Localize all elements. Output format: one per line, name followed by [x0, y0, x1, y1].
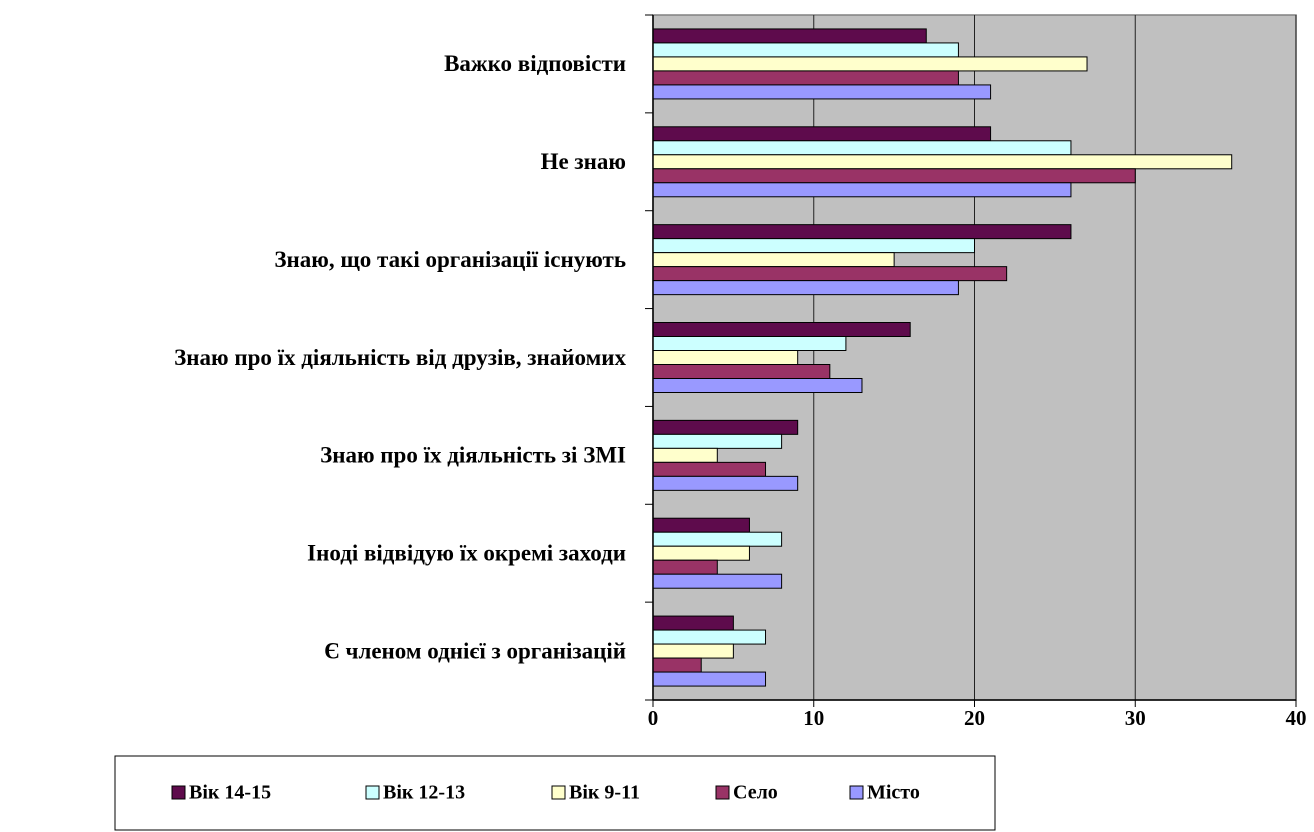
- bar: [652, 378, 863, 393]
- bar: [652, 224, 1072, 240]
- bar: [652, 336, 847, 351]
- bar: [652, 573, 783, 589]
- bar: [652, 84, 992, 100]
- legend-label: Вік 9-11: [569, 782, 640, 804]
- bar: [652, 671, 767, 687]
- bar: [652, 629, 767, 645]
- x-tick-label: 40: [1286, 706, 1307, 730]
- legend-swatch: [171, 785, 186, 800]
- bar: [652, 517, 750, 533]
- bar: [652, 643, 734, 659]
- category-label: Знаю про їх діяльність зі ЗМІ: [320, 443, 626, 468]
- bar: [652, 168, 1136, 184]
- legend-swatch: [849, 785, 864, 800]
- bar: [652, 126, 992, 142]
- bar: [652, 280, 959, 296]
- bar: [652, 475, 799, 491]
- bar: [652, 42, 959, 58]
- category-label: Важко відповісти: [444, 51, 626, 76]
- bar: [652, 322, 911, 337]
- legend-label: Вік 14-15: [189, 782, 271, 804]
- x-tick-label: 0: [648, 706, 659, 730]
- bar: [652, 615, 734, 631]
- bar: [652, 266, 1008, 282]
- legend-label: Вік 12-13: [383, 782, 465, 804]
- category-label: Іноді відвідую їх окремі заходи: [307, 540, 626, 565]
- category-label: Знаю про їх діяльність від друзів, знайо…: [174, 345, 626, 370]
- bar: [652, 252, 895, 268]
- bar: [652, 447, 718, 463]
- bar: [652, 461, 767, 477]
- bar: [652, 154, 1233, 170]
- category-label: Знаю, що такі організації існують: [274, 247, 626, 272]
- x-tick-label: 30: [1125, 706, 1146, 730]
- bar: [652, 350, 799, 365]
- bar: [652, 56, 1088, 72]
- bar: [652, 182, 1072, 198]
- legend-swatch: [365, 785, 380, 800]
- bar: [652, 364, 831, 379]
- category-label: Не знаю: [541, 149, 626, 174]
- legend-label: Село: [733, 782, 778, 804]
- bar: [652, 238, 975, 254]
- legend-label: Місто: [867, 782, 920, 804]
- bar: [652, 559, 718, 575]
- bar: [652, 70, 959, 86]
- legend-swatch: [551, 785, 566, 800]
- category-label: Є членом однієї з організацій: [324, 638, 626, 663]
- bar: [652, 657, 702, 673]
- legend-swatch: [715, 785, 730, 800]
- bar: [652, 28, 927, 44]
- bar: [652, 140, 1072, 156]
- x-tick-label: 20: [964, 706, 985, 730]
- bar: [652, 545, 750, 561]
- bar: [652, 419, 799, 435]
- bar: [652, 531, 783, 547]
- bar: [652, 433, 783, 449]
- x-tick-label: 10: [803, 706, 824, 730]
